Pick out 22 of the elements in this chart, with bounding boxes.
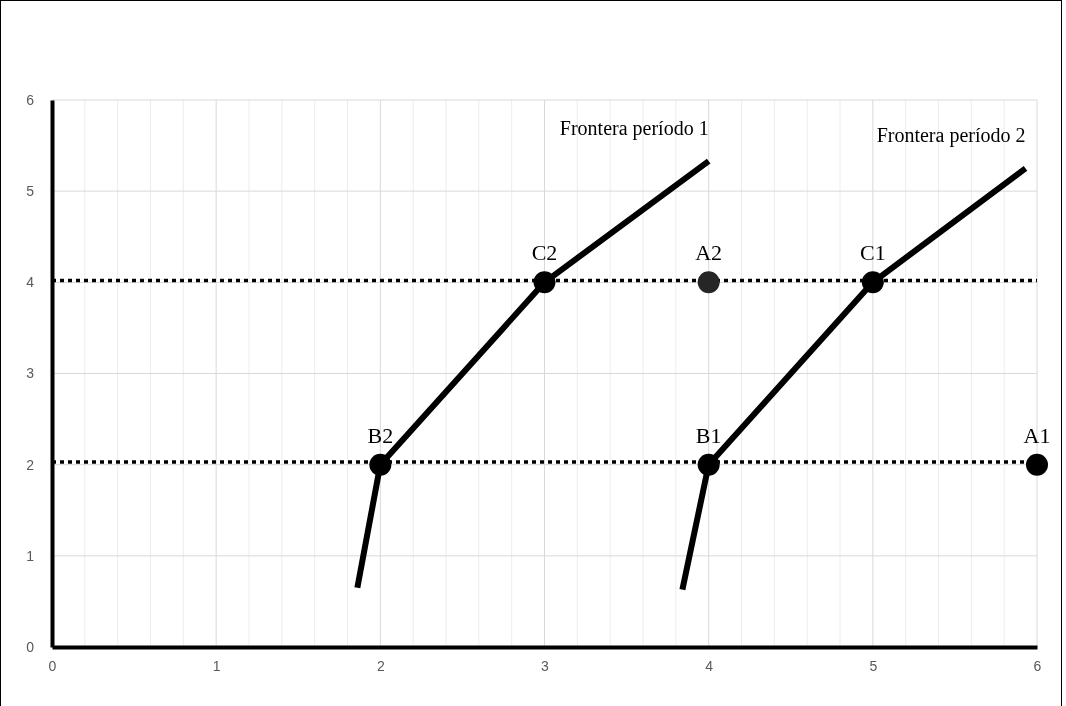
series-label: Frontera período 2 xyxy=(876,124,1026,148)
annotation: C1 xyxy=(859,240,886,266)
y-tick-label: 4 xyxy=(26,274,35,291)
annotation: C2 xyxy=(531,240,558,266)
y-tick-label: 6 xyxy=(26,91,35,108)
x-tick-label: 2 xyxy=(376,657,385,674)
x-tick-label: 1 xyxy=(212,657,221,674)
annotation: B1 xyxy=(695,422,722,448)
annotation: A2 xyxy=(695,240,723,266)
x-tick-label: 0 xyxy=(48,657,57,674)
x-tick-label: 3 xyxy=(541,657,550,674)
y-tick-label: 0 xyxy=(26,638,35,655)
annotation: B2 xyxy=(367,422,394,448)
series-label: Frontera período 1 xyxy=(559,117,709,141)
y-tick-label: 5 xyxy=(26,183,35,200)
x-tick-label: 4 xyxy=(705,657,714,674)
y-tick-label: 1 xyxy=(26,547,35,564)
x-tick-label: 6 xyxy=(1033,657,1042,674)
x-tick-label: 5 xyxy=(869,657,878,674)
y-tick-label: 2 xyxy=(26,456,35,473)
y-tick-label: 3 xyxy=(26,365,35,382)
annotation: A1 xyxy=(1023,422,1051,448)
